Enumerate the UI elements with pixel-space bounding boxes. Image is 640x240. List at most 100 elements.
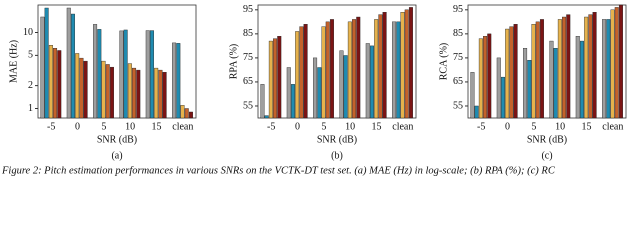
bar (119, 30, 124, 119)
x-axis-label: SNR (dB) (317, 134, 357, 145)
bar (286, 67, 291, 119)
y-tick-label: 95 (453, 4, 463, 15)
bar (184, 108, 189, 119)
bar (290, 84, 295, 119)
bar (610, 9, 615, 119)
x-axis-label: SNR (dB) (97, 134, 137, 145)
bar (614, 7, 619, 119)
bar (40, 16, 45, 119)
bar (400, 12, 405, 119)
y-tick-label: 1 (28, 103, 33, 114)
bar (553, 48, 558, 119)
panel-label: (b) (331, 150, 343, 161)
plot-frame (257, 4, 417, 119)
bar (303, 24, 308, 119)
bar (123, 29, 128, 119)
bar (101, 60, 106, 119)
bar (487, 33, 492, 119)
bar (579, 40, 584, 119)
bar (618, 4, 623, 119)
y-tick-label: 95 (243, 4, 253, 15)
x-tick-label: 10 (125, 121, 135, 132)
y-tick-label: 75 (453, 52, 463, 63)
figure: Figure 2: Pitch estimation performances … (1, 4, 627, 176)
bar (496, 57, 501, 119)
bar (109, 66, 114, 119)
bar (470, 72, 475, 119)
x-tick-label: 15 (372, 121, 382, 132)
bar (93, 24, 98, 119)
bar (365, 43, 370, 119)
x-tick-label: clean (602, 121, 623, 132)
x-axis-label: SNR (dB) (527, 134, 567, 145)
bar (408, 7, 413, 119)
bar (339, 50, 344, 119)
bar (75, 53, 80, 119)
bar (162, 72, 167, 119)
x-tick-label: 0 (505, 121, 510, 132)
y-axis-label: MAE (Hz) (8, 40, 19, 83)
x-tick-label: -5 (477, 121, 485, 132)
bar (299, 26, 304, 119)
x-tick-label: -5 (47, 121, 55, 132)
bar (539, 19, 544, 119)
bar (562, 16, 567, 119)
bar (527, 60, 532, 119)
bar (48, 45, 53, 119)
bar (509, 26, 514, 119)
bar (180, 105, 185, 119)
x-tick-label: 10 (345, 121, 355, 132)
x-tick-label: 5 (531, 121, 536, 132)
bar (268, 40, 273, 119)
x-tick-label: 5 (321, 121, 326, 132)
panel-label: (a) (111, 150, 122, 161)
bar (483, 36, 488, 119)
y-tick-label: 2 (28, 80, 33, 91)
bar (404, 9, 409, 119)
bar (127, 63, 132, 119)
bar (575, 36, 580, 119)
bar (347, 21, 352, 119)
bar (505, 28, 510, 119)
y-tick-label: 10 (23, 27, 33, 38)
bar (523, 48, 528, 119)
bar (83, 60, 88, 119)
bar (602, 19, 607, 119)
bar (325, 21, 330, 119)
bar (592, 12, 597, 119)
y-tick-label: 75 (243, 52, 253, 63)
bar (53, 48, 58, 119)
bar (158, 69, 163, 119)
bar (317, 67, 322, 119)
x-tick-label: 10 (555, 121, 565, 132)
bar (549, 40, 554, 119)
y-tick-label: 55 (243, 100, 253, 111)
bar (172, 42, 177, 119)
bar (105, 64, 110, 119)
bar (396, 21, 401, 119)
y-tick-label: 85 (243, 28, 253, 39)
bar (188, 111, 193, 119)
bar (149, 30, 154, 119)
caption: Figure 2: Pitch estimation performances … (1, 165, 556, 176)
y-axis-label: RCA (%) (438, 43, 449, 81)
x-tick-label: 0 (295, 121, 300, 132)
y-tick-label: 5 (28, 50, 33, 61)
bar (321, 26, 326, 119)
bar (474, 105, 479, 119)
y-axis-label: RPA (%) (228, 44, 239, 79)
bar (557, 19, 562, 119)
y-tick-label: 85 (453, 28, 463, 39)
bar (369, 45, 374, 119)
bar (176, 43, 181, 119)
bar (606, 19, 611, 119)
bar (382, 12, 387, 119)
x-tick-label: -5 (267, 121, 275, 132)
bar (273, 38, 278, 119)
bar (313, 57, 318, 119)
bar (295, 31, 300, 119)
x-tick-label: 0 (75, 121, 80, 132)
bar (264, 115, 269, 119)
bar (97, 29, 102, 119)
bar (513, 24, 518, 119)
